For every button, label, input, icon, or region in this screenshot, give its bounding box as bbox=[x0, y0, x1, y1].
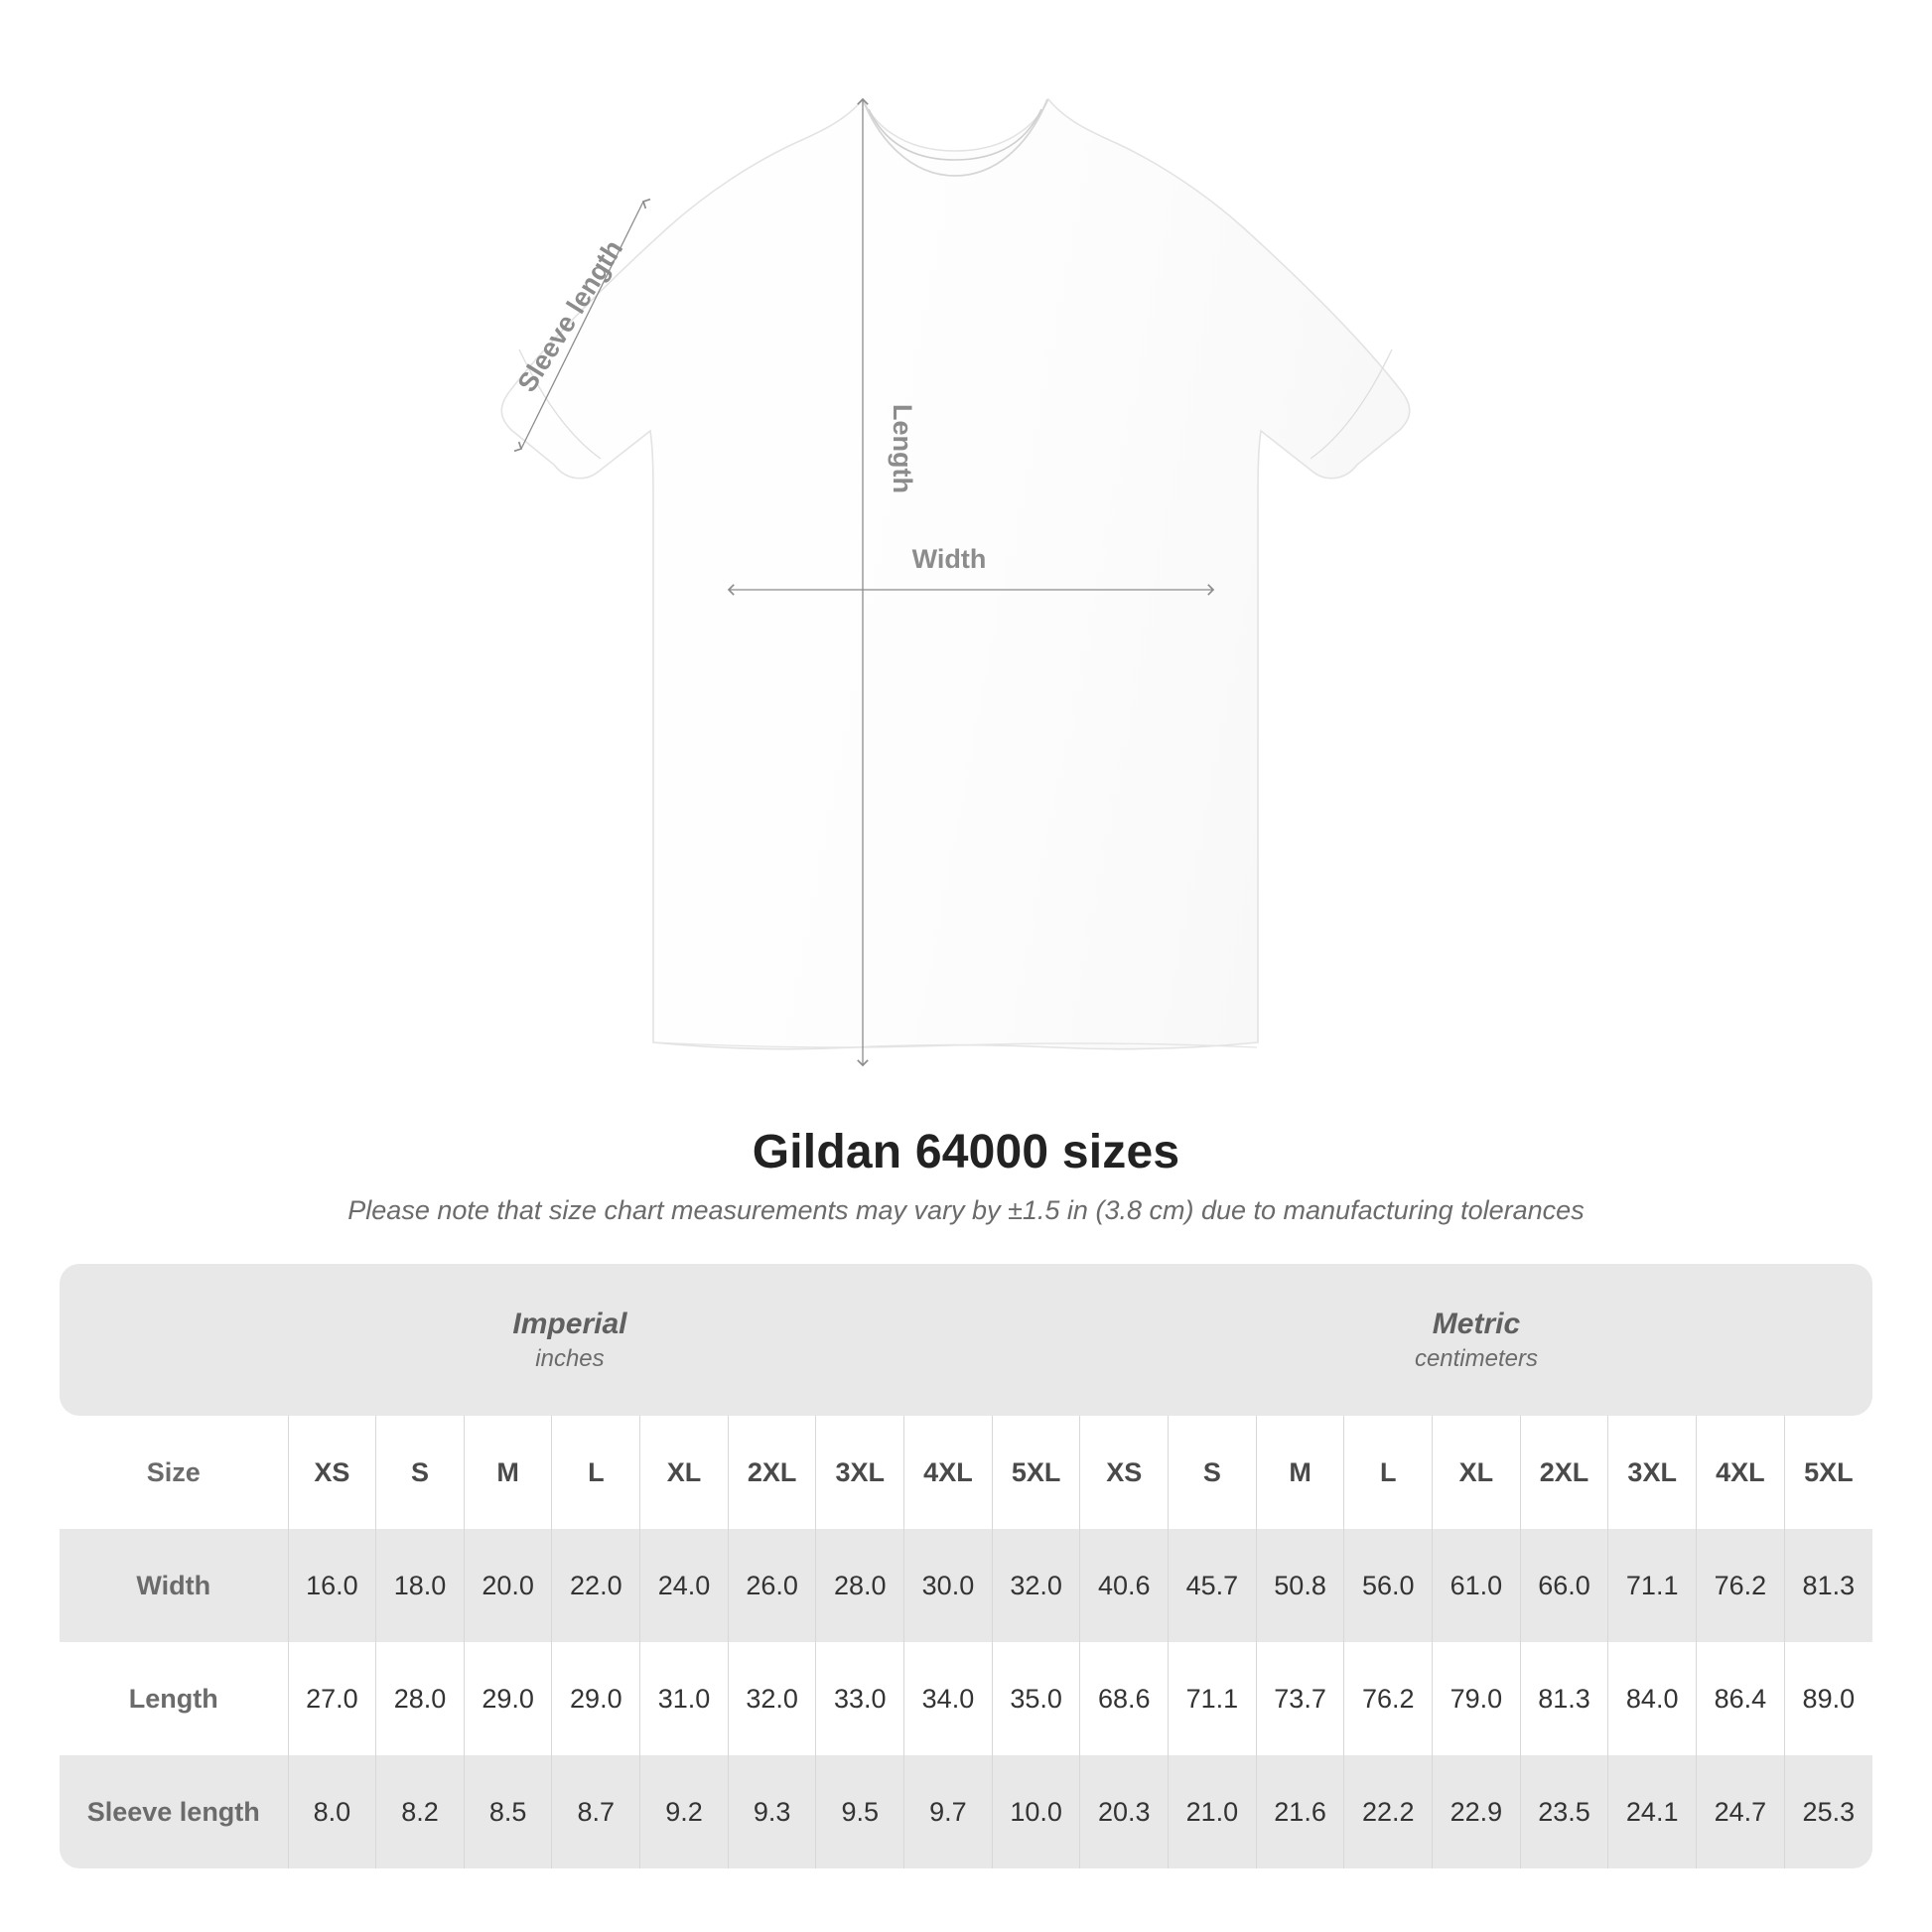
svg-text:Length: Length bbox=[888, 404, 917, 493]
svg-text:Width: Width bbox=[912, 544, 987, 574]
svg-text:Sleeve length: Sleeve length bbox=[512, 234, 629, 397]
